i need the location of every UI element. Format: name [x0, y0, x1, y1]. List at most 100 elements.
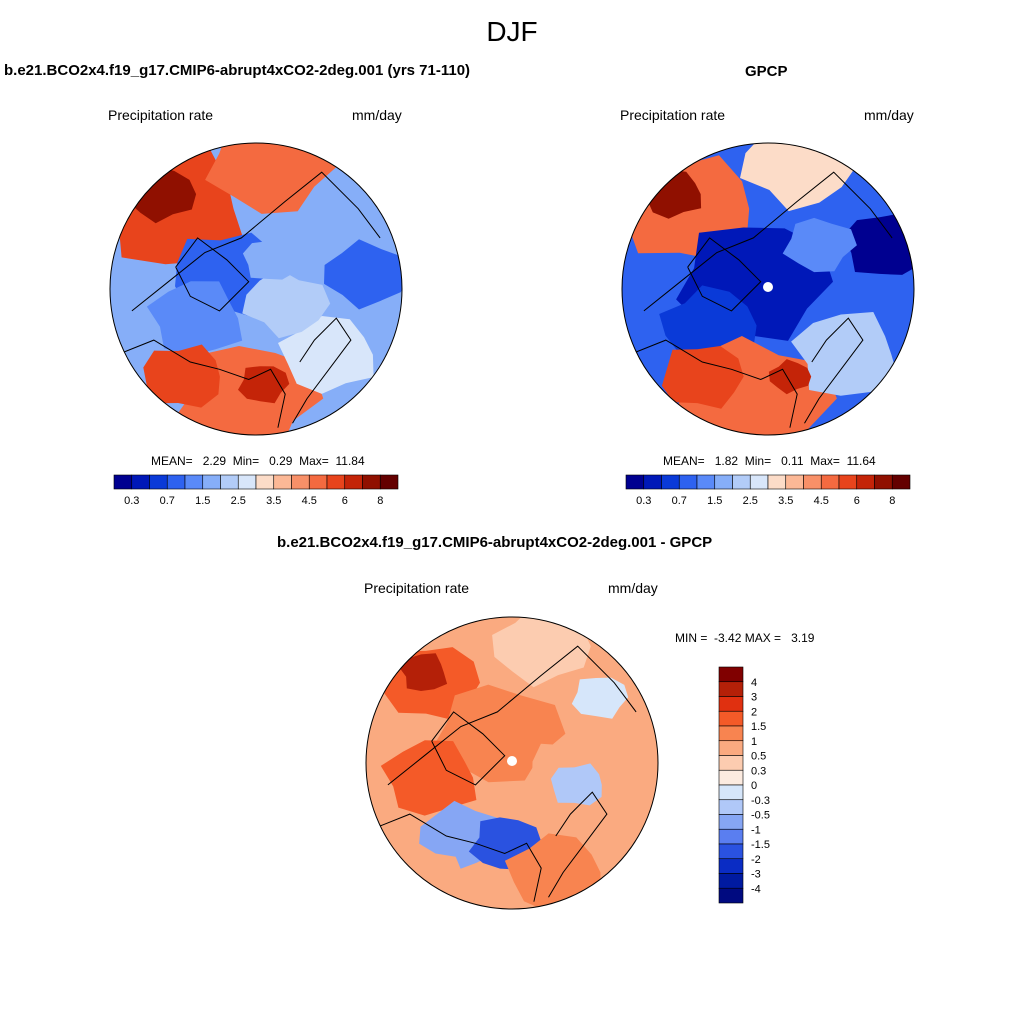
colorbar-3-swatch	[718, 666, 744, 683]
colorbar-3-swatch	[718, 710, 744, 727]
polar-map-1	[109, 142, 403, 436]
colorbar-1: 0.3 0.7 1.5 2.5 3.5 4.5 6 8	[113, 474, 399, 507]
panel1-title: b.e21.BCO2x4.f19_g17.CMIP6-abrupt4xCO2-2…	[4, 62, 471, 79]
colorbar-1-swatch	[255, 474, 275, 490]
colorbar-1-tick-label: 2.5	[231, 495, 246, 507]
colorbar-3-tick-label: 0.5	[751, 751, 766, 763]
colorbar-3-swatch	[718, 681, 744, 697]
colorbar-2-swatch	[678, 474, 698, 490]
colorbar-3: 4 3 2 1.5 1 0.5 0.3 0 -0.3 -0.5 -1 -1.5 -2 -3 -4	[718, 666, 770, 904]
panel2-min-label: Min=	[744, 454, 772, 468]
panel3-max-value: 3.19	[791, 631, 815, 645]
colorbar-1-tick-label: 0.3	[124, 495, 139, 507]
colorbar-2-swatch	[732, 474, 751, 490]
colorbar-1-swatch	[344, 474, 363, 490]
colorbar-3-tick-label: -3	[751, 869, 761, 881]
colorbar-3-tick-label: 1	[751, 736, 757, 748]
panel2-mean-value: 1.82	[714, 454, 739, 468]
colorbar-3-swatch	[718, 725, 744, 742]
colorbar-3-swatch	[718, 755, 744, 771]
colorbar-1-swatch	[220, 474, 239, 490]
map-1-coastline	[175, 237, 250, 312]
map-1-field-region	[205, 143, 339, 214]
colorbar-3-swatch	[718, 873, 744, 889]
colorbar-3-swatch	[718, 696, 744, 712]
colorbar-2-tick-label: 6	[854, 495, 860, 507]
map-2-coastline	[804, 317, 864, 424]
colorbar-1-swatch	[308, 474, 328, 490]
map-3-pole-gap	[507, 756, 517, 766]
map-1-field-region	[278, 316, 374, 394]
colorbar-3-tick-label: -1	[751, 824, 761, 836]
colorbar-1-tick-label: 0.7	[160, 495, 175, 507]
colorbar-2-swatch	[838, 474, 858, 490]
colorbar-1-swatch	[326, 474, 346, 490]
colorbar-2-tick-label: 1.5	[707, 495, 722, 507]
colorbar-2-tick-label: 4.5	[814, 495, 829, 507]
map-1-field-region	[242, 238, 296, 280]
colorbar-2-tick-label: 2.5	[743, 495, 758, 507]
panel1-mean-value: 2.29	[202, 454, 227, 468]
colorbar-3-tick-label: 1.5	[751, 721, 766, 733]
colorbar-2-swatch	[803, 474, 822, 490]
colorbar-2-swatch	[625, 474, 645, 490]
map-1-field-region	[324, 239, 402, 310]
colorbar-1-swatch	[149, 474, 168, 490]
colorbar-1-tick-label: 4.5	[302, 495, 317, 507]
colorbar-1-swatch	[379, 474, 399, 490]
colorbar-3-swatch	[718, 784, 744, 801]
map-3-coastline	[387, 645, 637, 786]
map-1-field-region	[238, 366, 290, 404]
colorbar-1-tick-label: 3.5	[266, 495, 281, 507]
map-1-field-region	[143, 344, 220, 408]
panel2-max-label: Max=	[810, 454, 840, 468]
map-1-coastline	[131, 171, 381, 312]
colorbar-3-tick-label: -0.3	[751, 795, 770, 807]
colorbar-2-swatch	[661, 474, 680, 490]
colorbar-3-tick-label: 3	[751, 692, 757, 704]
colorbar-3-swatch	[718, 828, 744, 845]
colorbar-3-tick-label: -4	[751, 883, 761, 895]
map-3-field-region	[550, 763, 602, 806]
colorbar-2-swatch	[891, 474, 911, 490]
map-3-field-region	[431, 684, 566, 783]
panel1-max-label: Max=	[299, 454, 329, 468]
colorbar-1-swatch	[184, 474, 204, 490]
map-3-border	[365, 616, 659, 910]
colorbar-3-tick-label: -1.5	[751, 839, 770, 851]
panel3-stats: MIN = -3.42 MAX = 3.19	[675, 631, 814, 645]
colorbar-3-tick-label: 4	[751, 677, 757, 689]
colorbar-2-swatch	[749, 474, 769, 490]
colorbar-1-swatch	[237, 474, 257, 490]
panel2-units-label: mm/day	[864, 107, 914, 123]
panel1-max-value: 11.84	[335, 454, 365, 468]
colorbar-2-swatch	[696, 474, 716, 490]
panel3-variable-label: Precipitation rate	[364, 580, 470, 596]
colorbar-2-swatch	[820, 474, 840, 490]
map-2-field-region	[768, 359, 812, 395]
panel3-max-label: MAX =	[744, 631, 782, 645]
map-3-field-region	[571, 677, 629, 719]
map-2-coastline	[687, 237, 762, 312]
colorbar-1-swatch	[362, 474, 381, 490]
colorbar-3-tick-label: -0.5	[751, 810, 770, 822]
colorbar-1-swatch	[131, 474, 150, 490]
colorbar-2-swatch	[714, 474, 733, 490]
panel1-mean-label: MEAN=	[151, 454, 193, 468]
colorbar-1-tick-label: 6	[342, 495, 348, 507]
colorbar-3-swatch	[718, 858, 744, 874]
map-1-border	[109, 142, 403, 436]
colorbar-2: 0.3 0.7 1.5 2.5 3.5 4.5 6 8	[625, 474, 911, 507]
map-2-field-region	[661, 346, 744, 409]
colorbar-1-swatch	[202, 474, 221, 490]
panel3-units-label: mm/day	[608, 580, 658, 596]
panel1-variable-label: Precipitation rate	[108, 107, 214, 123]
map-3-field-region	[504, 833, 601, 909]
colorbar-3-swatch	[718, 740, 744, 756]
panel3-title: b.e21.BCO2x4.f19_g17.CMIP6-abrupt4xCO2-2…	[277, 534, 713, 551]
colorbar-2-tick-label: 0.3	[636, 495, 651, 507]
panel2-min-value: 0.11	[781, 454, 804, 468]
colorbar-3-tick-label: 0	[751, 780, 757, 792]
map-2-border	[621, 142, 915, 436]
colorbar-2-tick-label: 8	[889, 495, 895, 507]
